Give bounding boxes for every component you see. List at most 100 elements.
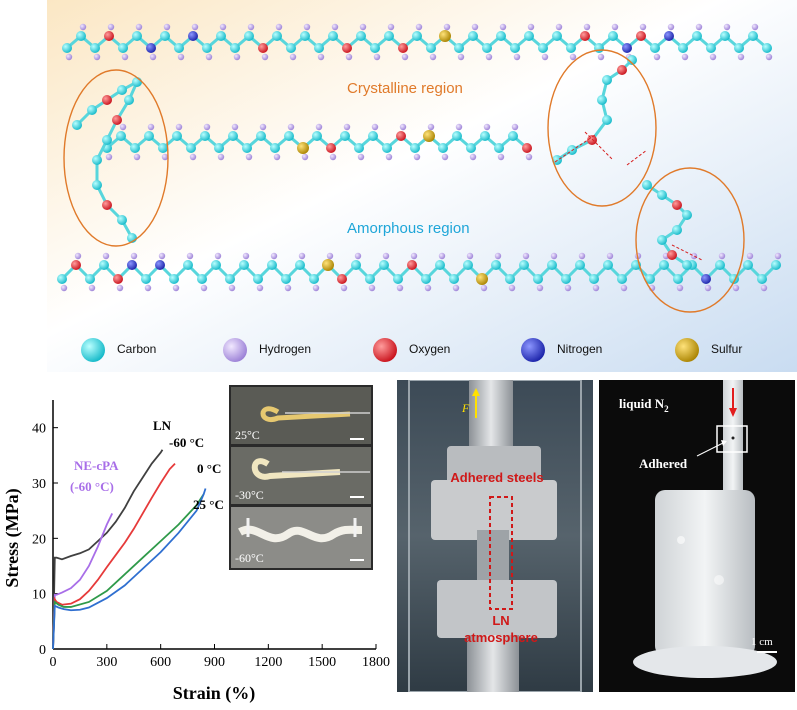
hydrogen-atom	[233, 53, 241, 61]
hydrogen-atom	[774, 252, 782, 260]
carbon-atom	[230, 43, 240, 53]
carbon-atom	[225, 274, 235, 284]
hydrogen-atom	[455, 123, 463, 131]
carbon-atom	[410, 143, 420, 153]
oxygen-atom	[258, 43, 268, 53]
oxygen-atom	[112, 115, 122, 125]
carbon-atom	[172, 131, 182, 141]
hydrogen-atom	[147, 123, 155, 131]
carbon-atom	[678, 43, 688, 53]
hydrogen-atom	[121, 53, 129, 61]
hydrogen-atom	[326, 252, 334, 260]
hydrogen-atom	[606, 252, 614, 260]
carbon-atom	[144, 131, 154, 141]
carbon-atom	[202, 43, 212, 53]
carbon-atom	[480, 131, 490, 141]
hydrogen-atom	[676, 284, 684, 292]
carbon-atom	[256, 131, 266, 141]
hydrogen-atom	[415, 23, 423, 31]
carbon-legend-label: Carbon	[117, 342, 156, 356]
hydrogen-atom	[74, 252, 82, 260]
hydrogen-atom	[522, 252, 530, 260]
polymer-chains	[57, 23, 782, 292]
liquid-nitrogen-photo: liquid N2 Adhered 1 cm	[599, 380, 795, 692]
carbon-atom	[449, 274, 459, 284]
adhered-region-box	[489, 496, 513, 610]
hydrogen-atom	[245, 153, 253, 161]
carbon-atom	[594, 43, 604, 53]
hydrogen-atom	[499, 23, 507, 31]
carbon-atom	[617, 274, 627, 284]
carbon-atom	[426, 43, 436, 53]
hydrogen-atom	[620, 284, 628, 292]
carbon-atom	[284, 131, 294, 141]
oxygen-atom	[636, 31, 646, 41]
x-tick-label: 0	[50, 655, 57, 670]
series-line-4	[52, 488, 207, 650]
frost-base	[633, 646, 777, 678]
hydrogen-atom	[119, 123, 127, 131]
atmosphere-label: atmosphere	[464, 630, 538, 645]
sulfur-legend-icon	[675, 338, 699, 362]
hydrogen-atom	[709, 53, 717, 61]
carbon-atom	[90, 43, 100, 53]
nitrogen-atom	[188, 31, 198, 41]
hydrogen-atom	[368, 284, 376, 292]
carbon-atom	[552, 155, 562, 165]
carbon-atom	[214, 143, 224, 153]
hydrogen-legend-label: Hydrogen	[259, 342, 311, 356]
hydrogen-atom	[289, 53, 297, 61]
carbon-atom	[368, 131, 378, 141]
frost-spot	[677, 536, 685, 544]
adhered-box	[716, 425, 748, 453]
carbon-atom	[312, 131, 322, 141]
hydrogen-atom	[541, 53, 549, 61]
carbon-atom	[130, 143, 140, 153]
adhered-pointer-head	[721, 440, 727, 446]
y-axis-label: Stress (MPa)	[2, 488, 23, 587]
carbon-atom	[412, 31, 422, 41]
inset-photo-minus60c	[231, 507, 371, 568]
carbon-legend-icon	[81, 338, 105, 362]
hydrogen-atom	[737, 53, 745, 61]
carbon-atom	[771, 260, 781, 270]
test-rig-photo: F Adhered steels LN atmosphere	[397, 379, 593, 693]
oxygen-atom	[617, 65, 627, 75]
carbon-atom	[160, 31, 170, 41]
hydrogen-atom	[592, 284, 600, 292]
carbon-atom	[692, 31, 702, 41]
carbon-atom	[533, 274, 543, 284]
hydrogen-atom	[135, 23, 143, 31]
oxygen-atom	[396, 131, 406, 141]
hydrogen-atom	[525, 153, 533, 161]
x-tick-label: 600	[150, 655, 171, 670]
hydrogen-atom	[317, 53, 325, 61]
hydrogen-atom	[340, 284, 348, 292]
hydrogen-atom	[275, 23, 283, 31]
oxygen-atom	[102, 200, 112, 210]
hydrogen-atom	[144, 284, 152, 292]
series-line-3	[52, 493, 205, 650]
inset-label-25c: 25°C	[235, 428, 260, 442]
y-tick-label: 0	[39, 643, 46, 658]
carbon-atom	[72, 120, 82, 130]
hydrogen-atom	[203, 123, 211, 131]
carbon-atom	[657, 190, 667, 200]
x-tick-label: 900	[204, 655, 225, 670]
carbon-atom	[57, 274, 67, 284]
atom-legend: Carbon Hydrogen Oxygen Nitrogen Sulfur	[81, 338, 742, 362]
oxygen-atom	[672, 200, 682, 210]
carbon-atom	[466, 143, 476, 153]
crystalline-region-label: Crystalline region	[347, 80, 463, 97]
carbon-atom	[102, 135, 112, 145]
hydrogen-atom	[205, 53, 213, 61]
carbon-atom	[267, 260, 277, 270]
nitrogen-atom	[146, 43, 156, 53]
nitrogen-atom	[622, 43, 632, 53]
oxygen-atom	[102, 95, 112, 105]
hydrogen-atom	[359, 23, 367, 31]
twisted-sample-minus60c	[238, 525, 363, 543]
carbon-atom	[200, 131, 210, 141]
hydrogen-legend-icon	[223, 338, 247, 362]
carbon-atom	[382, 143, 392, 153]
